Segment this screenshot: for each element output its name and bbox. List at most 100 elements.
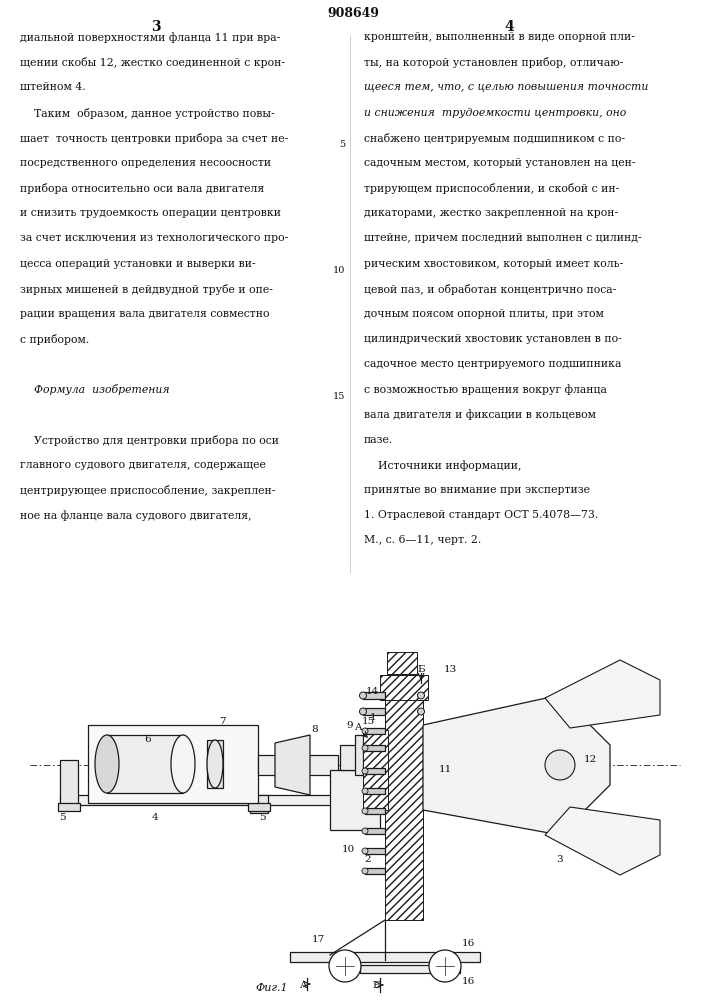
Text: рическим хвостовиком, который имеет коль-: рическим хвостовиком, который имеет коль…	[364, 259, 624, 269]
Bar	[363, 692, 385, 699]
Text: 10: 10	[332, 266, 345, 275]
Ellipse shape	[362, 745, 368, 751]
Text: цевой паз, и обработан концентрично поса-: цевой паз, и обработан концентрично поса…	[364, 284, 617, 295]
Ellipse shape	[171, 735, 195, 793]
Text: 16: 16	[462, 940, 474, 948]
Bar	[365, 788, 385, 794]
Text: цесса операций установки и выверки ви-: цесса операций установки и выверки ви-	[20, 259, 255, 269]
Bar	[363, 708, 385, 715]
Text: 5: 5	[259, 814, 265, 822]
Text: Б: Б	[417, 664, 425, 674]
Text: 6: 6	[145, 736, 151, 744]
Polygon shape	[545, 660, 660, 728]
Text: 15: 15	[361, 718, 375, 726]
Polygon shape	[545, 807, 660, 875]
Bar	[387, 652, 417, 674]
Text: садочное место центрируемого подшипника: садочное место центрируемого подшипника	[364, 359, 621, 369]
Ellipse shape	[359, 708, 366, 715]
Ellipse shape	[362, 848, 368, 854]
Ellipse shape	[362, 768, 368, 774]
Text: Источники информации,: Источники информации,	[364, 460, 522, 471]
Bar	[250, 795, 268, 813]
Text: пазе.: пазе.	[364, 435, 393, 445]
Bar	[290, 952, 480, 962]
Bar	[340, 745, 375, 770]
Text: щееся тем, что, с целью повышения точности: щееся тем, что, с целью повышения точнос…	[364, 82, 648, 92]
Text: зирных мишеней в дейдвудной трубе и опе-: зирных мишеней в дейдвудной трубе и опе-	[20, 284, 273, 295]
Text: диальной поверхностями фланца 11 при вра-: диальной поверхностями фланца 11 при вра…	[20, 32, 280, 43]
Bar	[248, 803, 270, 811]
Bar	[330, 770, 380, 830]
Text: центрирующее приспособление, закреплен-: центрирующее приспособление, закреплен-	[20, 485, 275, 496]
Text: 8: 8	[312, 726, 318, 734]
Text: принятые во внимание при экспертизе: принятые во внимание при экспертизе	[364, 485, 590, 495]
Ellipse shape	[362, 808, 368, 814]
Text: снабжено центрируемым подшипником с по-: снабжено центрируемым подшипником с по-	[364, 133, 625, 144]
Text: Таким  образом, данное устройство повы-: Таким образом, данное устройство повы-	[20, 108, 274, 119]
Text: дочным поясом опорной плиты, при этом: дочным поясом опорной плиты, при этом	[364, 309, 604, 319]
Bar	[365, 768, 385, 774]
Text: штейне, причем последний выполнен с цилинд-: штейне, причем последний выполнен с цили…	[364, 233, 642, 243]
Text: 7: 7	[218, 718, 226, 726]
Ellipse shape	[362, 728, 368, 734]
Bar	[355, 735, 363, 775]
Text: 1. Отраслевой стандарт ОСТ 5.4078—73.: 1. Отраслевой стандарт ОСТ 5.4078—73.	[364, 510, 598, 520]
Text: Устройство для центровки прибора по оси: Устройство для центровки прибора по оси	[20, 435, 279, 446]
Text: 3: 3	[556, 856, 563, 864]
Text: 16: 16	[462, 978, 474, 986]
Text: 11: 11	[438, 766, 452, 774]
Text: 12: 12	[583, 756, 597, 764]
Text: Б: Б	[372, 980, 380, 990]
Bar	[365, 828, 385, 834]
Text: 908649: 908649	[327, 7, 380, 20]
Text: и снизить трудоемкость операции центровки: и снизить трудоемкость операции центровк…	[20, 208, 281, 218]
Polygon shape	[423, 695, 610, 835]
Ellipse shape	[362, 868, 368, 874]
Bar	[365, 868, 385, 874]
Text: прибора относительно оси вала двигателя: прибора относительно оси вала двигателя	[20, 183, 264, 194]
Bar	[365, 808, 385, 814]
Text: ное на фланце вала судового двигателя,: ное на фланце вала судового двигателя,	[20, 510, 252, 521]
Text: рации вращения вала двигателя совместно: рации вращения вала двигателя совместно	[20, 309, 269, 319]
Text: Формула  изобретения: Формула изобретения	[20, 384, 170, 395]
Polygon shape	[275, 735, 310, 795]
Text: цилиндрический хвостовик установлен в по-: цилиндрический хвостовик установлен в по…	[364, 334, 622, 344]
Text: A: A	[299, 980, 307, 990]
Bar	[380, 675, 428, 700]
Ellipse shape	[362, 828, 368, 834]
Text: 9: 9	[346, 720, 354, 730]
Text: 13: 13	[443, 666, 457, 674]
Ellipse shape	[418, 692, 424, 699]
Ellipse shape	[362, 788, 368, 794]
Text: 3: 3	[151, 20, 160, 34]
Bar	[60, 760, 78, 805]
Ellipse shape	[429, 950, 461, 982]
Text: за счет исключения из технологического про-: за счет исключения из технологического п…	[20, 233, 288, 243]
Bar	[60, 795, 375, 805]
Bar	[58, 803, 80, 811]
Bar	[365, 848, 385, 854]
Bar	[207, 740, 223, 788]
Text: 14: 14	[366, 688, 379, 696]
Text: М., с. 6—11, черт. 2.: М., с. 6—11, черт. 2.	[364, 535, 481, 545]
Text: с возможностью вращения вокруг фланца: с возможностью вращения вокруг фланца	[364, 384, 607, 395]
Bar	[365, 728, 385, 734]
Text: кронштейн, выполненный в виде опорной пли-: кронштейн, выполненный в виде опорной пл…	[364, 32, 635, 42]
Ellipse shape	[329, 950, 361, 982]
Ellipse shape	[207, 740, 223, 788]
Text: ты, на которой установлен прибор, отличаю-: ты, на которой установлен прибор, отлича…	[364, 57, 624, 68]
Text: 5: 5	[339, 140, 345, 149]
Bar	[385, 680, 423, 920]
Bar	[88, 725, 258, 803]
Text: 1: 1	[370, 714, 376, 722]
Bar	[360, 965, 460, 973]
Text: вала двигателя и фиксации в кольцевом: вала двигателя и фиксации в кольцевом	[364, 410, 596, 420]
Text: 2: 2	[365, 856, 371, 864]
Text: штейном 4.: штейном 4.	[20, 82, 86, 92]
Ellipse shape	[95, 735, 119, 793]
Ellipse shape	[418, 708, 424, 715]
Bar	[365, 745, 385, 751]
Text: посредственного определения несоосности: посредственного определения несоосности	[20, 158, 271, 168]
Text: и снижения  трудоемкости центровки, оно: и снижения трудоемкости центровки, оно	[364, 108, 626, 118]
Text: 17: 17	[311, 936, 325, 944]
